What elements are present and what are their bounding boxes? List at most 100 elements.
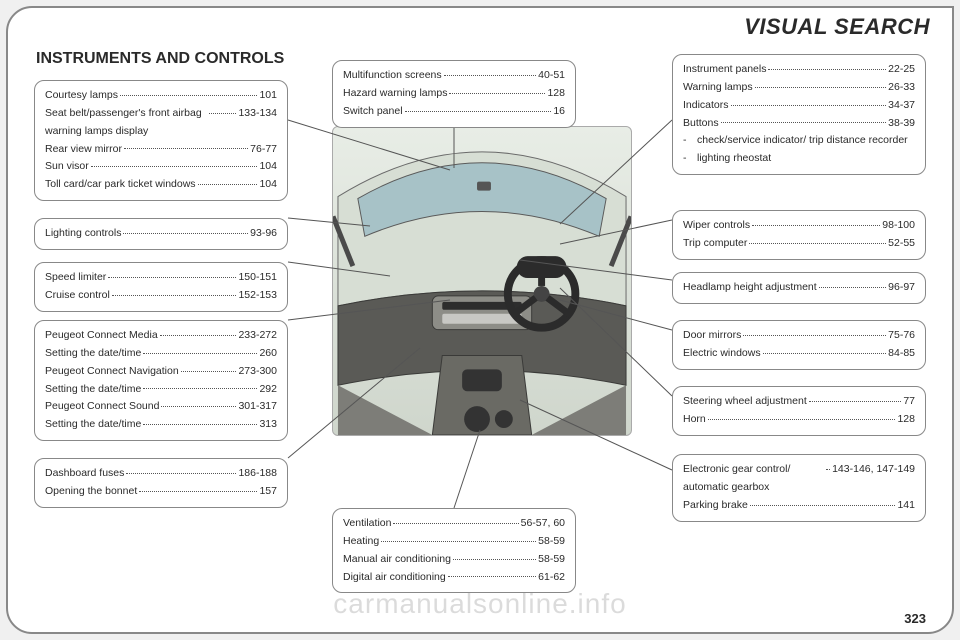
page-title: VISUAL SEARCH xyxy=(744,14,930,40)
index-page: 104 xyxy=(259,176,277,194)
index-label: Setting the date/time xyxy=(45,381,141,399)
index-page: 61-62 xyxy=(538,569,565,587)
index-page: 313 xyxy=(259,416,277,434)
index-page: 16 xyxy=(553,103,565,121)
index-page: 58-59 xyxy=(538,533,565,551)
index-label: Lighting controls xyxy=(45,225,121,243)
leader-dots xyxy=(123,225,248,234)
index-row: Setting the date/time292 xyxy=(45,381,277,399)
index-row: Trip computer 52-55 xyxy=(683,235,915,253)
leader-dots xyxy=(448,569,536,578)
index-label: Peugeot Connect Sound xyxy=(45,398,159,416)
index-label: Trip computer xyxy=(683,235,747,253)
index-label: Door mirrors xyxy=(683,327,741,345)
index-page: 77 xyxy=(903,393,915,411)
callout-box: Multifunction screens40-51Hazard warning… xyxy=(332,60,576,128)
index-row: Dashboard fuses186-188 xyxy=(45,465,277,483)
index-row: Toll card/car park ticket windows104 xyxy=(45,176,277,194)
index-page: 52-55 xyxy=(888,235,915,253)
index-row: Horn 128 xyxy=(683,411,915,429)
car-interior-svg xyxy=(333,127,631,435)
index-row: Peugeot Connect Sound301-317 xyxy=(45,398,277,416)
index-row: Peugeot Connect Navigation273-300 xyxy=(45,363,277,381)
index-row: Manual air conditioning58-59 xyxy=(343,551,565,569)
leader-dots xyxy=(453,551,536,560)
index-row: Multifunction screens40-51 xyxy=(343,67,565,85)
leader-dots xyxy=(755,79,887,88)
index-page: 128 xyxy=(547,85,565,103)
index-label: Hazard warning lamps xyxy=(343,85,447,103)
index-label: Buttons xyxy=(683,115,719,133)
bullet-text: check/service indicator/ trip distance r… xyxy=(697,132,908,150)
index-label: Peugeot Connect Navigation xyxy=(45,363,179,381)
index-label: Steering wheel adjustment xyxy=(683,393,807,411)
leader-dots xyxy=(731,97,887,106)
index-label: Cruise control xyxy=(45,287,110,305)
index-page: 104 xyxy=(259,158,277,176)
callout-box: Speed limiter150-151Cruise control152-15… xyxy=(34,262,288,312)
index-label: Parking brake xyxy=(683,497,748,515)
leader-dots xyxy=(112,287,237,296)
index-page: 157 xyxy=(259,483,277,501)
index-page: 233-272 xyxy=(238,327,277,345)
leader-dots xyxy=(819,279,886,288)
index-label: Indicators xyxy=(683,97,729,115)
leader-dots xyxy=(126,465,236,474)
index-row: Setting the date/time 313 xyxy=(45,416,277,434)
index-row: Peugeot Connect Media233-272 xyxy=(45,327,277,345)
index-row: Electronic gear control/ automatic gearb… xyxy=(683,461,915,497)
index-row: Instrument panels 22-25 xyxy=(683,61,915,79)
index-row: Parking brake141 xyxy=(683,497,915,515)
index-row: Indicators34-37 xyxy=(683,97,915,115)
index-row: Hazard warning lamps 128 xyxy=(343,85,565,103)
index-label: Setting the date/time xyxy=(45,416,141,434)
index-label: Switch panel xyxy=(343,103,403,121)
index-page: 26-33 xyxy=(888,79,915,97)
index-label: Opening the bonnet xyxy=(45,483,137,501)
leader-dots xyxy=(763,345,887,354)
callout-box: Instrument panels 22-25 Warning lamps 26-33… xyxy=(672,54,926,175)
index-page: 150-151 xyxy=(238,269,277,287)
dashboard-illustration xyxy=(332,126,632,436)
index-row: Rear view mirror76-77 xyxy=(45,141,277,159)
index-row: Sun visor 104 xyxy=(45,158,277,176)
index-page: 96-97 xyxy=(888,279,915,297)
index-label: Rear view mirror xyxy=(45,141,122,159)
index-row: Wiper controls98-100 xyxy=(683,217,915,235)
index-label: Ventilation xyxy=(343,515,391,533)
index-page: 22-25 xyxy=(888,61,915,79)
index-label: Instrument panels xyxy=(683,61,766,79)
index-label: Setting the date/time xyxy=(45,345,141,363)
leader-dots xyxy=(393,515,518,524)
leader-dots xyxy=(768,61,886,70)
index-label: Warning lamps xyxy=(683,79,753,97)
callout-box: Headlamp height adjustment96-97 xyxy=(672,272,926,304)
index-label: Multifunction screens xyxy=(343,67,442,85)
index-page: 75-76 xyxy=(888,327,915,345)
index-label: Sun visor xyxy=(45,158,89,176)
index-row: Opening the bonnet 157 xyxy=(45,483,277,501)
leader-dots xyxy=(721,115,887,124)
index-row: Digital air conditioning61-62 xyxy=(343,569,565,587)
leader-dots xyxy=(108,269,236,278)
leader-dots xyxy=(449,85,545,94)
page-number: 323 xyxy=(904,611,926,626)
index-row: Speed limiter150-151 xyxy=(45,269,277,287)
leader-dots xyxy=(143,345,257,354)
index-label: Wiper controls xyxy=(683,217,750,235)
callout-box: Steering wheel adjustment 77 Horn 128 xyxy=(672,386,926,436)
bullet-line: -check/service indicator/ trip distance … xyxy=(683,132,915,150)
index-page: 38-39 xyxy=(888,115,915,133)
leader-dots xyxy=(809,393,902,402)
leader-dots xyxy=(143,416,257,425)
index-row: Lighting controls93-96 xyxy=(45,225,277,243)
leader-dots xyxy=(91,158,258,167)
leader-dots xyxy=(444,67,537,76)
leader-dots xyxy=(750,497,896,506)
index-label: Courtesy lamps xyxy=(45,87,118,105)
index-label: Horn xyxy=(683,411,706,429)
index-row: Buttons 38-39 xyxy=(683,115,915,133)
index-page: 128 xyxy=(897,411,915,429)
leader-dots xyxy=(749,235,886,244)
index-row: Headlamp height adjustment96-97 xyxy=(683,279,915,297)
